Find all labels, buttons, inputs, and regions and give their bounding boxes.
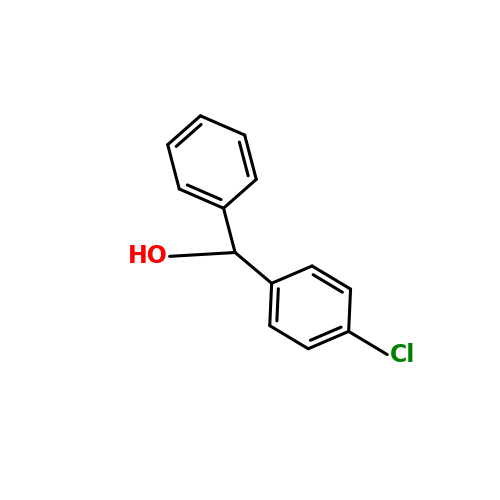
Text: HO: HO <box>128 244 168 268</box>
Text: Cl: Cl <box>390 342 415 366</box>
